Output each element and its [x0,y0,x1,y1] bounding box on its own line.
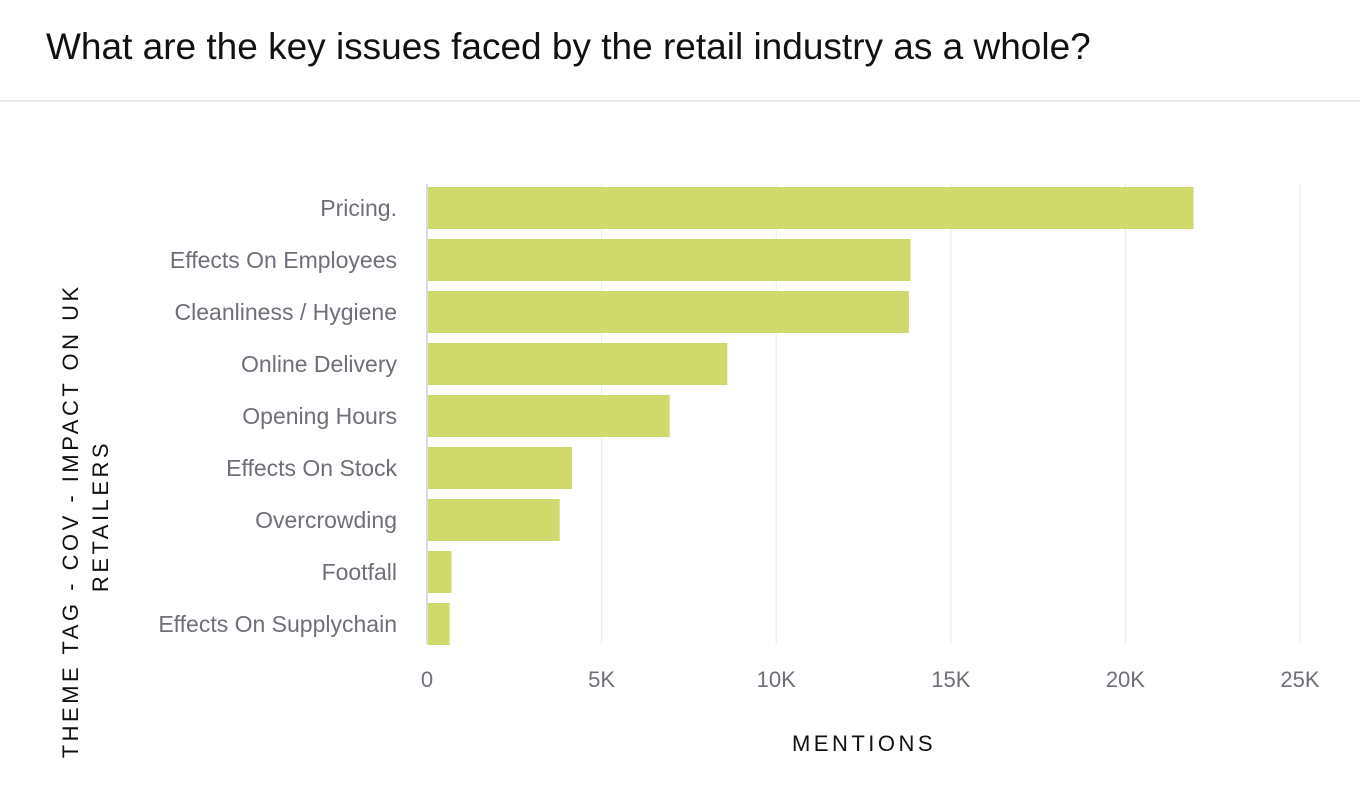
x-tick-labels: 0 5K 10K 15K 20K 25K [421,667,1320,692]
bar[interactable] [428,603,450,645]
category-labels: Pricing. Effects On Employees Cleanliness … [158,195,397,637]
x-axis-title: MENTIONS [792,731,936,756]
category-label: Pricing. [320,195,397,221]
category-label: Effects On Employees [170,247,397,273]
bar[interactable] [428,395,670,437]
x-tick-label: 5K [588,667,615,692]
x-tick-label: 0 [421,667,433,692]
category-label: Footfall [322,559,397,585]
x-tick-label: 15K [931,667,970,692]
category-label: Effects On Supplychain [158,611,397,637]
y-axis-title-line-2: RETAILERS [88,440,113,592]
x-tick-label: 20K [1106,667,1145,692]
category-label: Overcrowding [255,507,397,533]
x-tick-label: 10K [757,667,796,692]
chart-title: What are the key issues faced by the ret… [46,26,1091,67]
y-axis-title: THEME TAG - COV - IMPACT ON UK RETAILERS [58,274,113,759]
category-label: Cleanliness / Hygiene [175,299,397,325]
bars [428,187,1194,645]
bar[interactable] [428,187,1194,229]
category-label: Effects On Stock [226,455,397,481]
category-label: Online Delivery [241,351,397,377]
chart-header: What are the key issues faced by the ret… [0,0,1360,102]
bar-chart: Pricing. Effects On Employees Cleanliness … [58,184,1320,759]
bar[interactable] [428,447,572,489]
bar[interactable] [428,551,452,593]
bar[interactable] [428,291,909,333]
bar[interactable] [428,239,911,281]
category-label: Opening Hours [242,403,397,429]
bar[interactable] [428,499,560,541]
bar[interactable] [428,343,728,385]
y-axis-title-line-1: THEME TAG - COV - IMPACT ON UK [58,283,83,758]
x-tick-label: 25K [1280,667,1319,692]
